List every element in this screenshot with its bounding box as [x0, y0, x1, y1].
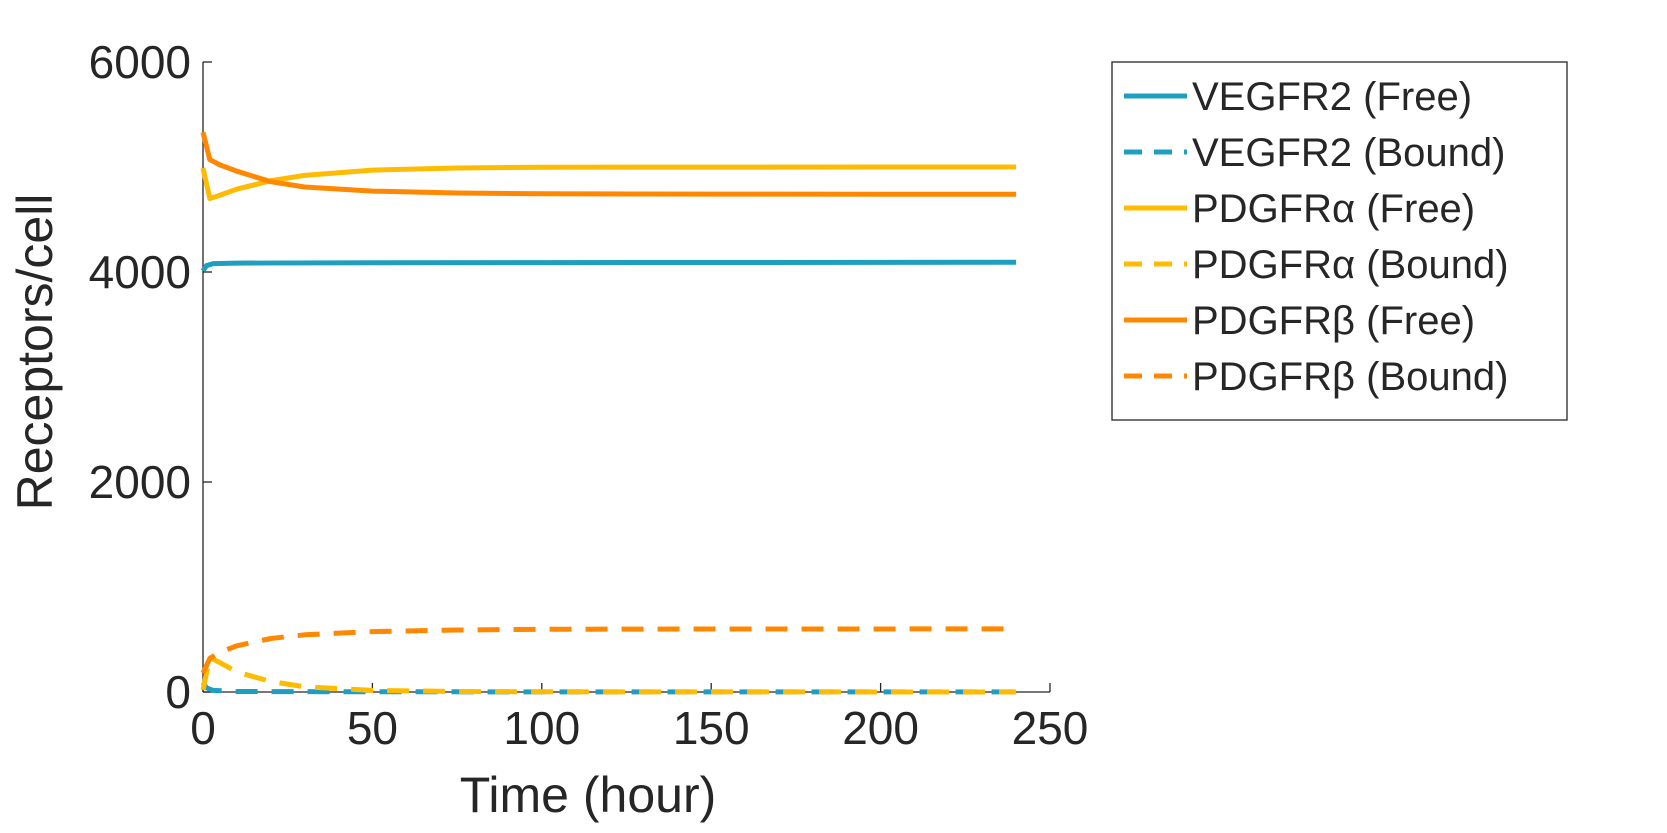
- legend-label: VEGFR2 (Free): [1192, 75, 1472, 119]
- x-tick-label: 0: [190, 702, 216, 754]
- y-tick-label: 6000: [89, 36, 191, 88]
- series-line-3: [200, 164, 1017, 201]
- legend-label: VEGFR2 (Bound): [1192, 131, 1505, 175]
- y-tick-label: 4000: [89, 246, 191, 298]
- x-tick-label: 50: [347, 702, 398, 754]
- y-tick-label: 2000: [89, 456, 191, 508]
- x-tick-label: 200: [842, 702, 919, 754]
- series-line-1: [200, 259, 1017, 273]
- series-line-5: [200, 131, 1017, 197]
- x-tick-label: 250: [1012, 702, 1089, 754]
- legend-label: PDGFRβ (Bound): [1192, 355, 1508, 399]
- x-tick-label: 150: [673, 702, 750, 754]
- series-line-6: [200, 626, 1017, 675]
- legend: VEGFR2 (Free) VEGFR2 (Bound) PDGFRα (Free)…: [1111, 61, 1568, 421]
- x-axis-label: Time (hour): [460, 767, 717, 823]
- y-tick-label: 0: [165, 666, 191, 718]
- legend-label: PDGFRα (Bound): [1192, 243, 1509, 287]
- y-axis-label: Receptors/cell: [7, 194, 63, 511]
- legend-label: PDGFRβ (Free): [1192, 299, 1475, 343]
- x-tick-label: 100: [503, 702, 580, 754]
- legend-box: [1111, 61, 1568, 421]
- legend-label: PDGFRα (Free): [1192, 187, 1475, 231]
- series-line-4: [200, 654, 1017, 695]
